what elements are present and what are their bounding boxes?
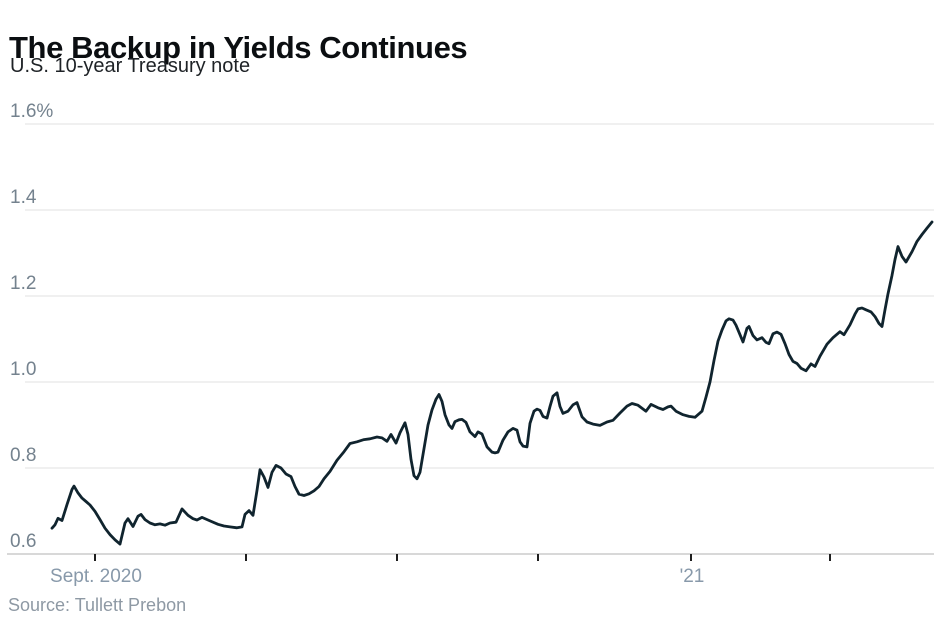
source-credit: Source: Tullett Prebon — [8, 595, 187, 615]
x-axis-label: '21 — [680, 566, 705, 587]
y-axis-label: 1.4 — [10, 187, 37, 208]
yield-line-chart: 0.6 0.8 1.0 1.2 1.4 1.6% Sept. 2020 '21 — [7, 101, 934, 587]
chart-subtitle: U.S. 10-year Treasury note — [10, 55, 251, 77]
y-axis-label: 1.6% — [10, 101, 53, 122]
yield-line-series — [50, 220, 934, 546]
chart-title: The Backup in Yields Continues — [9, 29, 468, 65]
y-axis-label: 1.2 — [10, 273, 36, 294]
y-axis-label: 0.6 — [10, 531, 36, 552]
y-axis-label: 1.0 — [10, 359, 36, 380]
y-axis-label: 0.8 — [10, 445, 36, 466]
x-axis-label: Sept. 2020 — [50, 566, 142, 587]
